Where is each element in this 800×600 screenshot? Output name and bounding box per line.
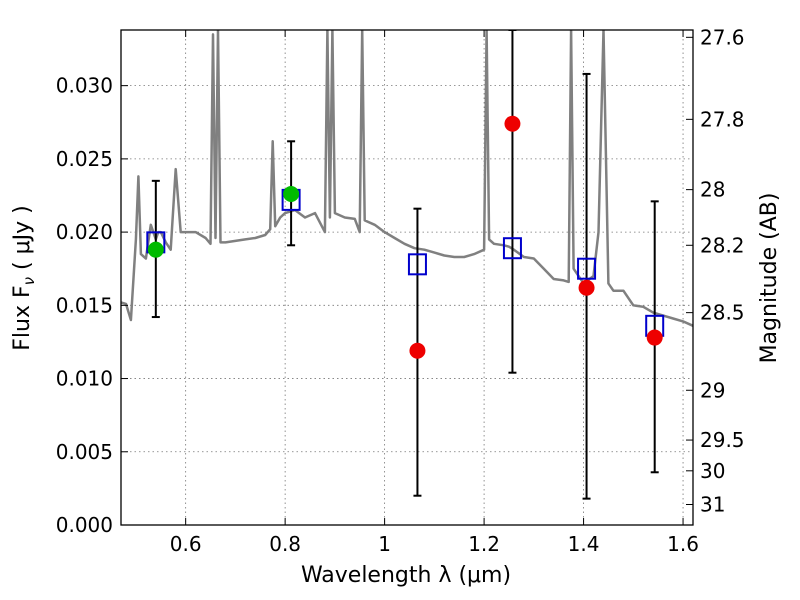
- y2-axis-label: Magnitude (AB): [757, 193, 782, 364]
- y2-tick-label: 27.8: [700, 107, 745, 131]
- observed-flux-group: [147, 115, 663, 359]
- model-photometry-square: [502, 237, 522, 260]
- y-tick-label: 0.030: [56, 74, 113, 98]
- y2-tick-label: 30: [700, 459, 725, 483]
- y2-tick-label: 28: [700, 178, 725, 202]
- y2-tick-label: 28.2: [700, 233, 745, 257]
- observed-flux-point: [504, 115, 521, 132]
- x-axis-label: Wavelength λ (μm): [301, 563, 511, 588]
- y2-tick-label: 29: [700, 378, 725, 402]
- y-axis-label-unit: ( μJy ): [10, 205, 35, 277]
- y-axis-label: Flux Fν ( μJy ): [10, 205, 38, 350]
- observed-flux-point: [409, 342, 426, 359]
- observed-flux-green-point: [283, 186, 300, 203]
- x-tick-label: 1: [378, 532, 391, 556]
- x-tick-label: 1.2: [468, 532, 500, 556]
- model-photometry-square: [407, 253, 427, 276]
- errorbar-group: [151, 30, 659, 500]
- spectrum-line-group: [121, 30, 693, 327]
- observed-flux-green-point: [147, 241, 164, 258]
- x-tick-label: 0.8: [269, 532, 301, 556]
- y-axis-ticks: 0.000 0.005 0.010 0.015 0.020 0.025 0.030: [56, 74, 128, 537]
- model-photometry-square: [577, 257, 597, 280]
- y2-tick-label: 28.5: [700, 301, 745, 325]
- y-tick-label: 0.015: [56, 293, 113, 317]
- y-tick-label: 0.025: [56, 147, 113, 171]
- x-tick-label: 1.6: [667, 532, 699, 556]
- y-tick-label: 0.020: [56, 220, 113, 244]
- x-tick-label: 0.6: [170, 532, 202, 556]
- plot-frame: [120, 29, 694, 526]
- y2-tick-label: 27.6: [700, 25, 745, 49]
- y-axis-label-text: Flux F: [10, 285, 35, 350]
- spectrum-line: [121, 30, 693, 327]
- observed-flux-point: [646, 329, 663, 346]
- y-tick-label: 0.010: [56, 367, 113, 391]
- y2-tick-label: 29.5: [700, 428, 745, 452]
- x-tick-label: 1.4: [568, 532, 600, 556]
- y-axis-label-subscript: ν: [20, 277, 38, 285]
- y2-axis-ticks: 27.6 27.8 28 28.2 28.5 29 29.5 30 31: [686, 25, 745, 516]
- y-tick-label: 0.000: [56, 513, 113, 537]
- x-axis-ticks: 0.6 0.8 1 1.2 1.4 1.6: [170, 30, 699, 556]
- y-tick-label: 0.005: [56, 440, 113, 464]
- observed-flux-point: [578, 279, 595, 296]
- y2-tick-label: 31: [700, 492, 725, 516]
